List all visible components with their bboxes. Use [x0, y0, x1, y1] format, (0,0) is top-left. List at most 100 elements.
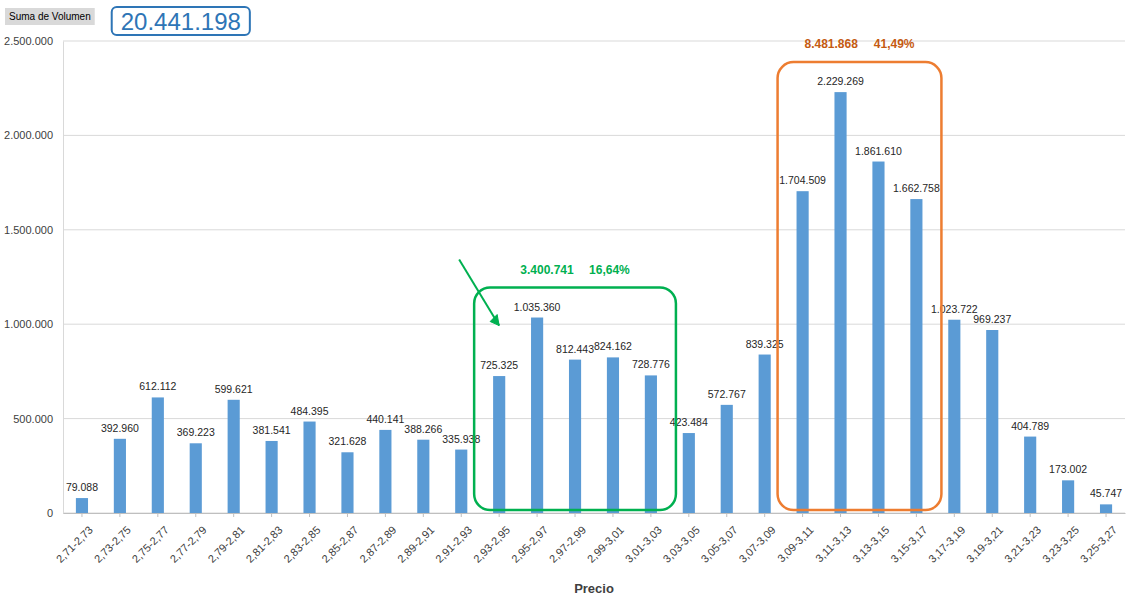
x-tick-mark [119, 513, 120, 517]
x-tick: 2,77-2,79 [167, 513, 208, 565]
data-label: 1.662.758 [893, 182, 940, 194]
bar [76, 498, 88, 513]
annotation-text: 3.400.741 16,64% [520, 263, 630, 277]
annotation-box [474, 288, 676, 510]
y-tick-label: 500.000 [13, 413, 53, 425]
x-tick-mark [575, 513, 576, 517]
data-label: 404.789 [1011, 420, 1049, 432]
x-tick-mark [537, 513, 538, 517]
x-tick: 3,25-3,27 [1078, 513, 1119, 565]
x-tick-label: 3,25-3,27 [1078, 524, 1119, 565]
field-label: Suma de Volumen [9, 11, 91, 22]
data-label: 1.861.610 [855, 145, 902, 157]
x-tick: 2,89-2,91 [395, 513, 436, 565]
bar [683, 433, 695, 513]
x-tick-mark [650, 513, 651, 517]
x-tick-label: 2,79-2,81 [205, 524, 246, 565]
title: 20.441.198 [121, 8, 241, 35]
x-tick-mark [233, 513, 234, 517]
x-tick-label: 3,11-3,13 [813, 524, 854, 565]
x-tick-mark [1030, 513, 1031, 517]
x-tick-label: 2,71-2,73 [54, 524, 95, 565]
x-tick-label: 3,23-3,25 [1040, 524, 1081, 565]
x-tick-label: 2,75-2,77 [130, 524, 171, 565]
grid-line [63, 41, 1125, 42]
data-label: 45.747 [1090, 487, 1122, 499]
x-tick-label: 3,17-3,19 [926, 524, 967, 565]
x-tick-mark [195, 513, 196, 517]
bar [1100, 504, 1112, 513]
data-label: 369.223 [177, 426, 215, 438]
x-tick: 3,15-3,17 [888, 513, 929, 565]
x-tick-label: 3,15-3,17 [888, 524, 929, 565]
bar [645, 375, 657, 513]
data-label: 2.229.269 [817, 75, 864, 87]
x-tick-label: 2,87-2,89 [357, 524, 398, 565]
bar [607, 357, 619, 513]
data-label: 484.395 [291, 405, 329, 417]
data-label: 824.162 [594, 340, 632, 352]
x-tick-mark [612, 513, 613, 517]
title-box [112, 7, 250, 35]
bars [76, 92, 1112, 513]
x-tick-label: 2,95-2,97 [509, 524, 550, 565]
x-tick-mark [157, 513, 158, 517]
data-label: 440.141 [366, 413, 404, 425]
data-label: 392.960 [101, 422, 139, 434]
x-tick-label: 3,09-3,11 [775, 524, 816, 565]
y-tick: 1.000.000 [4, 318, 63, 330]
annotation-arrow [459, 260, 499, 326]
y-axis-line [63, 42, 64, 514]
x-tick-mark [840, 513, 841, 517]
x-tick-mark [1068, 513, 1069, 517]
x-tick-label: 3,07-3,09 [736, 524, 777, 565]
x-tick: 2,75-2,77 [130, 513, 171, 565]
x-tick: 2,91-2,93 [433, 513, 474, 565]
annotation-text: 8.481.86841,49% [804, 37, 914, 51]
annotation-part: 3.400.741 [520, 263, 574, 277]
y-tick-label: 1.500.000 [4, 224, 53, 236]
x-tick-mark [499, 513, 500, 517]
bar [1062, 480, 1074, 513]
data-label: 388.266 [404, 423, 442, 435]
x-tick-mark [385, 513, 386, 517]
bar [721, 405, 733, 513]
x-tick: 3,21-3,23 [1002, 513, 1043, 565]
data-label: 1.035.360 [514, 301, 561, 313]
x-tick-label: 2,83-2,85 [281, 524, 322, 565]
annotation-box [778, 62, 942, 510]
data-label: 728.776 [632, 358, 670, 370]
field-button [5, 8, 95, 25]
x-tick-label: 3,03-3,05 [661, 524, 702, 565]
x-axis-line [64, 513, 1126, 514]
x-tick: 3,13-3,15 [850, 513, 891, 565]
x-tick-label: 3,19-3,21 [964, 524, 1005, 565]
annotations: 3.400.741 16,64% 8.481.86841,49% [459, 37, 941, 510]
x-tick: 2,73-2,75 [92, 513, 133, 565]
y-tick-label: 2.000.000 [4, 129, 53, 141]
x-tick: 2,71-2,73 [54, 513, 95, 565]
x-tick: 3,05-3,07 [698, 513, 739, 565]
y-tick: 0 [47, 507, 63, 519]
bar [228, 400, 240, 513]
annotation-arrowhead [490, 315, 499, 326]
y-tick: 2.000.000 [4, 129, 63, 141]
x-tick-mark [916, 513, 917, 517]
x-tick-mark [1106, 513, 1107, 517]
x-tick-mark [992, 513, 993, 517]
x-tick: 3,19-3,21 [964, 513, 1005, 565]
bar [797, 191, 809, 513]
bar [379, 430, 391, 513]
x-tick-label: 3,21-3,23 [1002, 524, 1043, 565]
x-tick-label: 2,73-2,75 [92, 524, 133, 565]
x-tick-mark [726, 513, 727, 517]
x-tick: 3,17-3,19 [926, 513, 967, 565]
bar [986, 330, 998, 513]
annotation-part: 8.481.868 [804, 37, 858, 51]
annotation-part: 16,64% [589, 263, 630, 277]
bar [531, 318, 543, 513]
x-tick-label: 3,13-3,15 [850, 524, 891, 565]
data-label: 572.767 [708, 388, 746, 400]
bar [569, 360, 581, 513]
x-tick: 2,87-2,89 [357, 513, 398, 565]
